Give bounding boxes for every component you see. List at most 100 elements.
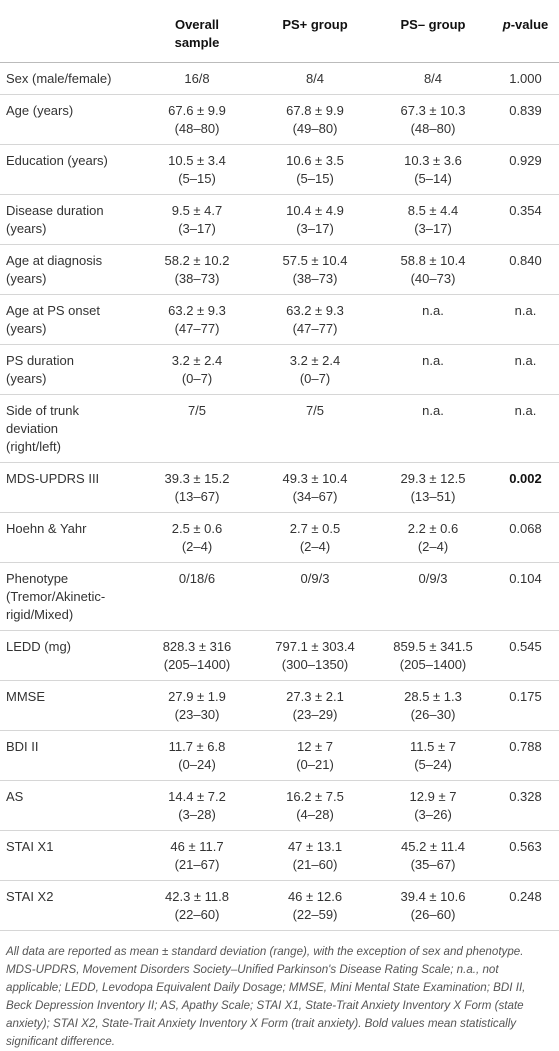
- cell-text: 0.929: [509, 152, 542, 168]
- cell-text: 8.5 ± 4.4: [407, 202, 459, 218]
- table-cell: 12.9 ± 7 (3–26): [374, 780, 492, 831]
- table-cell: 46 ± 11.7 (21–67): [138, 830, 256, 881]
- table-cell: 67.3 ± 10.3 (48–80): [374, 94, 492, 145]
- row-label: LEDD (mg): [0, 630, 138, 681]
- table-cell: 63.2 ± 9.3 (47–77): [138, 294, 256, 345]
- footnote: All data are reported as mean ± standard…: [6, 945, 526, 1048]
- table-row: PS duration (years) 3.2 ± 2.4 (0–7) 3.2 ± 2.…: [0, 344, 559, 395]
- cell-text: n.a.: [514, 302, 537, 318]
- header-text: p: [502, 17, 511, 32]
- cell-text: (3–17): [178, 220, 216, 236]
- cell-text: 27.3 ± 2.1: [286, 688, 344, 704]
- table-row: STAI X1 46 ± 11.7 (21–67) 47 ± 13.1 (21–60) 4…: [0, 830, 559, 881]
- table-cell: 58.2 ± 10.2 (38–73): [138, 244, 256, 295]
- cell-text: 2.7 ± 0.5: [289, 520, 341, 536]
- cell-text: (48–80): [174, 120, 220, 136]
- cell-text: n.a.: [422, 402, 444, 418]
- table-cell: n.a.: [374, 394, 492, 463]
- header-cell: p-value: [492, 0, 559, 63]
- cell-text: 0.248: [509, 888, 542, 904]
- cell-text: (3–17): [414, 220, 452, 236]
- table-cell: 57.5 ± 10.4 (38–73): [256, 244, 374, 295]
- cell-text: 10.6 ± 3.5: [286, 152, 344, 168]
- cell-text: (4–28): [296, 806, 334, 822]
- cell-text: n.a.: [514, 402, 537, 418]
- cell-text: 0/9/3: [300, 570, 330, 586]
- cell-text: (23–29): [292, 706, 338, 722]
- header-row: Overall sample PS+ group PS– group p-value: [0, 0, 559, 63]
- table-cell: 0.840: [492, 244, 559, 295]
- data-table: Overall sample PS+ group PS– group p-value S…: [0, 0, 559, 931]
- table-cell: 10.3 ± 3.6 (5–14): [374, 144, 492, 195]
- table-cell: 28.5 ± 1.3 (26–30): [374, 680, 492, 731]
- table-cell: 0.328: [492, 780, 559, 831]
- table-cell: 10.5 ± 3.4 (5–15): [138, 144, 256, 195]
- table-cell: 0.068: [492, 512, 559, 563]
- cell-text: (21–67): [174, 856, 220, 872]
- label-text: (years): [6, 270, 47, 286]
- table-cell: 0/18/6: [138, 562, 256, 631]
- cell-text: 57.5 ± 10.4: [282, 252, 348, 268]
- table-cell: 828.3 ± 316 (205–1400): [138, 630, 256, 681]
- cell-text: (5–15): [178, 170, 216, 186]
- row-label: Education (years): [0, 144, 138, 195]
- table-cell: 0.788: [492, 730, 559, 781]
- cell-text: 797.1 ± 303.4: [275, 638, 355, 654]
- cell-text: 28.5 ± 1.3: [404, 688, 462, 704]
- cell-text: 63.2 ± 9.3: [168, 302, 226, 318]
- label-text: Hoehn & Yahr: [6, 520, 87, 536]
- cell-text: 2.2 ± 0.6: [407, 520, 459, 536]
- table-cell: 14.4 ± 7.2 (3–28): [138, 780, 256, 831]
- cell-text: (26–60): [410, 906, 456, 922]
- table-cell: 49.3 ± 10.4 (34–67): [256, 462, 374, 513]
- header-cell: [0, 0, 138, 63]
- cell-text: 859.5 ± 341.5: [393, 638, 473, 654]
- table-cell: 0.175: [492, 680, 559, 731]
- row-label: Phenotype (Tremor/Akinetic-rigid/Mixed): [0, 562, 138, 631]
- table-cell: 10.6 ± 3.5 (5–15): [256, 144, 374, 195]
- cell-text: 63.2 ± 9.3: [286, 302, 344, 318]
- cell-text: 0.840: [509, 252, 542, 268]
- cell-text: 16.2 ± 7.5: [286, 788, 344, 804]
- cell-text: (38–73): [292, 270, 338, 286]
- row-label: Age (years): [0, 94, 138, 145]
- table-cell: 859.5 ± 341.5 (205–1400): [374, 630, 492, 681]
- table-cell: n.a.: [492, 344, 559, 395]
- cell-text: 27.9 ± 1.9: [168, 688, 226, 704]
- table-cell: 2.2 ± 0.6 (2–4): [374, 512, 492, 563]
- cell-text: (49–80): [292, 120, 338, 136]
- cell-text: 0.068: [509, 520, 542, 536]
- cell-text: (2–4): [181, 538, 213, 554]
- row-label: MDS-UPDRS III: [0, 462, 138, 513]
- label-text: MMSE: [6, 688, 45, 704]
- table-cell: 8/4: [256, 62, 374, 95]
- table-row: BDI II 11.7 ± 6.8 (0–24) 12 ± 7 (0–21) 11.5 ±…: [0, 730, 559, 781]
- table-cell: 0.104: [492, 562, 559, 631]
- table-cell: 797.1 ± 303.4 (300–1350): [256, 630, 374, 681]
- table-cell: 8.5 ± 4.4 (3–17): [374, 194, 492, 245]
- table-cell: n.a.: [492, 294, 559, 345]
- label-text: rigid/Mixed): [6, 606, 74, 622]
- label-text: (Tremor/Akinetic-: [6, 588, 106, 604]
- cell-text: (3–17): [296, 220, 334, 236]
- row-label: Disease duration (years): [0, 194, 138, 245]
- cell-text: 67.8 ± 9.9: [286, 102, 344, 118]
- label-text: deviation: [6, 420, 59, 436]
- label-text: LEDD (mg): [6, 638, 72, 654]
- cell-text: 11.5 ± 7: [410, 738, 456, 754]
- table-cell: 0.563: [492, 830, 559, 881]
- cell-text: 16/8: [184, 70, 210, 86]
- cell-text: 12.9 ± 7: [409, 788, 457, 804]
- table-row: STAI X2 42.3 ± 11.8 (22–60) 46 ± 12.6 (22–59…: [0, 880, 559, 931]
- cell-text: 10.5 ± 3.4: [168, 152, 226, 168]
- table-cell: 42.3 ± 11.8 (22–60): [138, 880, 256, 931]
- cell-text: (205–1400): [399, 656, 467, 672]
- table-cell: n.a.: [374, 294, 492, 345]
- table-cell: 1.000: [492, 62, 559, 95]
- table-cell: 67.6 ± 9.9 (48–80): [138, 94, 256, 145]
- cell-text: 29.3 ± 12.5: [400, 470, 466, 486]
- cell-text: 58.2 ± 10.2: [164, 252, 230, 268]
- row-label: PS duration (years): [0, 344, 138, 395]
- cell-text: (0–7): [181, 370, 213, 386]
- cell-text: 39.4 ± 10.6: [400, 888, 466, 904]
